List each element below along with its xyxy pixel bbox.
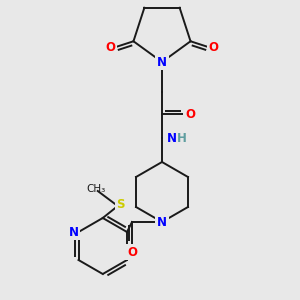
Text: N: N: [157, 56, 167, 68]
Text: H: H: [177, 131, 187, 145]
Text: O: O: [105, 41, 116, 54]
Text: N: N: [167, 131, 177, 145]
Text: O: O: [127, 245, 137, 259]
Text: S: S: [116, 199, 125, 212]
Text: O: O: [185, 107, 195, 121]
Text: CH₃: CH₃: [86, 184, 105, 194]
Text: N: N: [157, 215, 167, 229]
Text: N: N: [68, 226, 79, 238]
Text: O: O: [208, 41, 219, 54]
